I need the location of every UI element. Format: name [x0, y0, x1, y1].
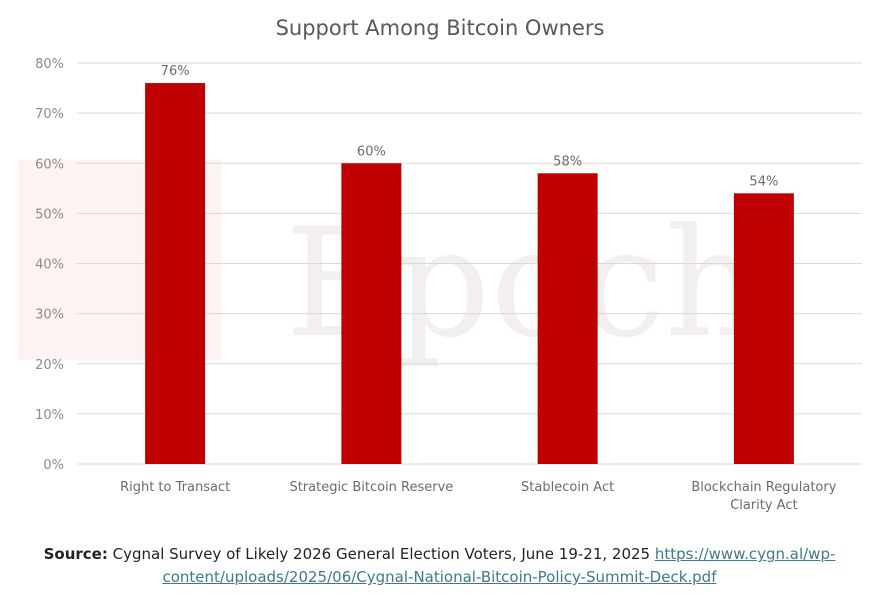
y-tick-label: 30% — [35, 308, 64, 323]
source-label: Source: — [43, 545, 108, 563]
x-category-label: Right to Transact — [120, 480, 230, 495]
bar-chart: Epoch Support Among Bitcoin Owners 0%10%… — [18, 16, 862, 513]
y-tick-label: 50% — [35, 207, 64, 222]
y-tick-label: 0% — [43, 458, 64, 473]
data-label: 54% — [749, 174, 778, 189]
source-link[interactable]: https://www.cygn.al/wp-content/uploads/2… — [162, 545, 836, 586]
data-label: 58% — [553, 154, 582, 169]
bar — [733, 193, 794, 464]
chart-title: Support Among Bitcoin Owners — [276, 16, 605, 40]
y-tick-label: 80% — [35, 57, 64, 72]
source-text: Cygnal Survey of Likely 2026 General Ele… — [112, 545, 651, 563]
bar — [537, 173, 598, 464]
bar — [341, 163, 402, 464]
bar — [145, 83, 206, 465]
x-category-label: Stablecoin Act — [521, 480, 614, 495]
x-category-label: Blockchain Regulatory Clarity Act — [691, 480, 836, 513]
source-note: Source: Cygnal Survey of Likely 2026 Gen… — [0, 543, 879, 589]
y-tick-label: 40% — [35, 258, 64, 273]
y-tick-label: 10% — [35, 408, 64, 423]
data-label: 60% — [357, 144, 386, 159]
y-tick-label: 60% — [35, 157, 64, 172]
y-tick-label: 20% — [35, 358, 64, 373]
y-tick-label: 70% — [35, 107, 64, 122]
data-label: 76% — [161, 64, 190, 79]
x-category-label: Strategic Bitcoin Reserve — [289, 480, 453, 495]
